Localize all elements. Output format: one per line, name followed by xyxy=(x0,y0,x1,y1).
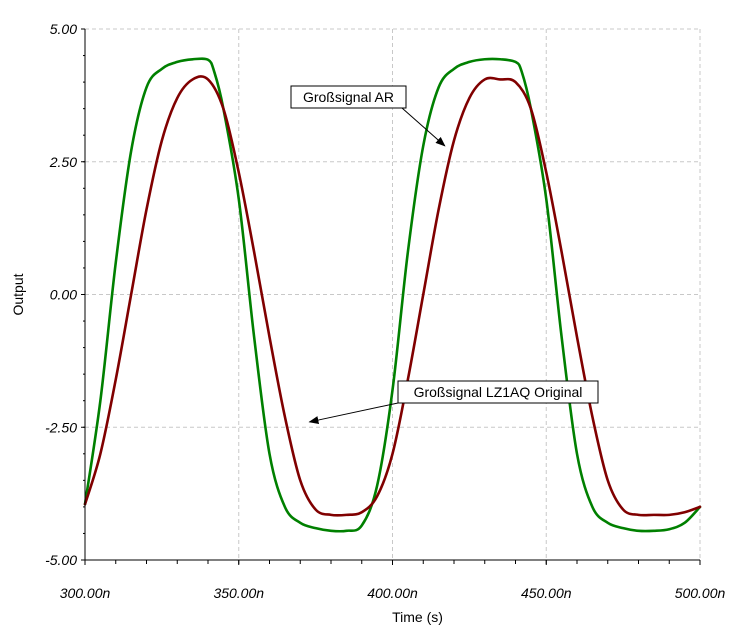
annotation-1: Großsignal LZ1AQ Original xyxy=(308,380,599,424)
annotation-box xyxy=(397,380,599,404)
annotation-0: Großsignal AR xyxy=(290,85,446,147)
y-tick-label: -5.00 xyxy=(45,552,77,568)
annotation-box xyxy=(290,85,407,109)
series-line-0 xyxy=(83,57,702,533)
axes: 5.00 2.50 0.00 -2.50 -5.00 300.00n 350.00n 400.… xyxy=(45,21,725,601)
y-tick-label: 5.00 xyxy=(50,21,77,37)
x-tick-label: 300.00n xyxy=(60,585,111,601)
x-tick-label: 450.00n xyxy=(521,585,572,601)
series-layer xyxy=(83,57,702,533)
annotations: Großsignal AR Großsignal LZ1AQ Original xyxy=(290,85,599,424)
y-tick-label: 0.00 xyxy=(50,287,77,303)
x-axis-title: Time (s) xyxy=(392,609,443,625)
series-line-1 xyxy=(83,75,702,517)
grid xyxy=(85,28,701,560)
y-axis-title: Output xyxy=(10,273,26,315)
annotation-label: Großsignal LZ1AQ Original xyxy=(414,384,583,400)
annotation-arrow xyxy=(401,107,446,147)
annotation-label: Großsignal AR xyxy=(303,89,394,105)
x-tick-label: 500.00n xyxy=(675,585,726,601)
y-tick-label: -2.50 xyxy=(45,419,77,435)
annotation-arrow xyxy=(308,402,399,424)
y-tick-label: 2.50 xyxy=(49,154,77,170)
x-tick-label: 350.00n xyxy=(213,585,264,601)
x-tick-label: 400.00n xyxy=(367,585,418,601)
